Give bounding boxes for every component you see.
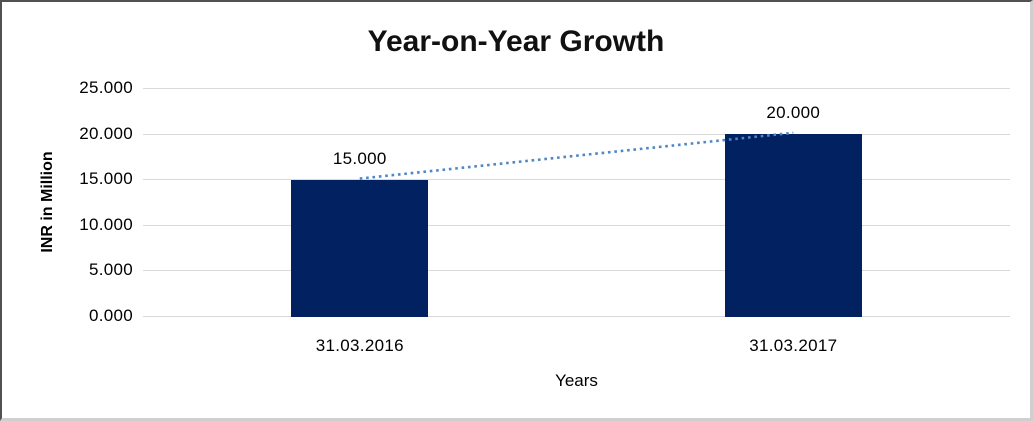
bar <box>724 133 862 317</box>
bar-value-label: 15.000 <box>332 148 387 168</box>
x-axis-title: Years <box>555 371 598 390</box>
chart-title: Year-on-Year Growth <box>367 25 665 58</box>
y-axis-tick-label: 25.000 <box>79 78 133 97</box>
gridline <box>143 224 1010 226</box>
y-axis-tick-label: 5.000 <box>88 260 133 280</box>
gridline <box>143 316 1010 317</box>
plot-area: 0.000 5.000 10.000 15.000 20.000 25.000 15.000… <box>79 78 1010 355</box>
gridline <box>143 88 1010 89</box>
gridline <box>143 179 1010 181</box>
x-axis-tick-label: 31.03.2016 <box>315 336 404 355</box>
y-axis-tick-label: 0.000 <box>88 306 133 325</box>
gridline <box>143 270 1010 272</box>
trendline-segment <box>359 131 794 180</box>
y-axis-tick-label: 10.000 <box>79 214 133 234</box>
x-axis-tick-label: 31.03.2017 <box>749 336 838 355</box>
bar-value-label: 20.000 <box>766 102 821 122</box>
y-axis-tick-label: 15.000 <box>79 169 133 189</box>
y-axis-tick-label: 20.000 <box>79 123 133 143</box>
trendline <box>359 131 794 180</box>
bar <box>291 179 429 317</box>
gridline <box>143 133 1010 135</box>
y-axis-title: INR in Million <box>39 151 56 253</box>
